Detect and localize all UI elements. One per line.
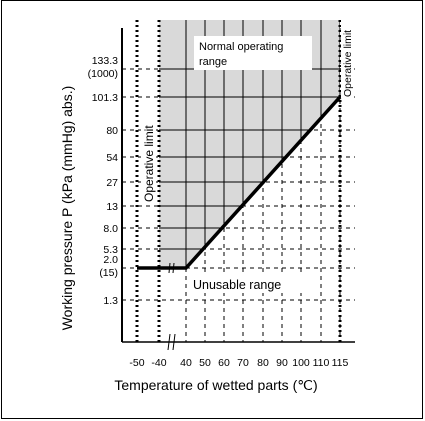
x-tick-label: 100 [292, 357, 310, 369]
x-tick-label: 50 [199, 357, 211, 369]
x-tick-label: 110 [313, 357, 330, 369]
y-tick-sublabel: (15) [99, 267, 118, 279]
x-tick-label: 70 [237, 357, 249, 369]
y-tick-label: 13 [106, 201, 118, 213]
y-axis-label: Working pressure P (kPa (mmHg) abs.) [59, 86, 75, 331]
y-tick-label: 54 [106, 152, 118, 164]
right-limit-box [341, 14, 353, 98]
y-tick-label: 80 [106, 125, 118, 137]
operative-limit-left-label: Operative limit [142, 125, 156, 202]
y-tick-sublabel: (1000) [88, 68, 118, 80]
unusable-range-box [190, 276, 312, 293]
x-axis-break [172, 333, 176, 351]
normal-range-box [194, 36, 312, 70]
x-tick-label: 115 [332, 357, 349, 369]
y-tick-label: 27 [106, 177, 118, 189]
x-axis-label: Temperature of wetted parts (℃) [114, 377, 317, 393]
y-tick-label: 1.3 [103, 295, 118, 307]
y-tick-label: 8.0 [103, 223, 118, 235]
unusable-range-label: Unusable range [193, 278, 281, 292]
left-limit-box [141, 100, 156, 202]
x-tick-label: -40 [151, 357, 166, 369]
operative-limit-right-label: Operative limit [342, 30, 354, 97]
y-tick-label: 133.3 [92, 55, 118, 67]
x-tick-label: 60 [218, 357, 230, 369]
x-tick-label: -50 [129, 357, 144, 369]
y-tick-label: 5.3 [103, 244, 118, 256]
normal-range-label-line1: Normal operating [199, 41, 283, 53]
boundary-line [137, 95, 342, 270]
x-tick-label: 80 [257, 357, 269, 369]
y-tick-label: 2.0 [103, 254, 118, 266]
x-axis-break [167, 333, 171, 351]
x-tick-label: 90 [276, 357, 288, 369]
x-tick-label: 40 [180, 357, 192, 369]
normal-range-label-line2: range [199, 56, 227, 68]
y-tick-label: 101.3 [92, 92, 118, 104]
